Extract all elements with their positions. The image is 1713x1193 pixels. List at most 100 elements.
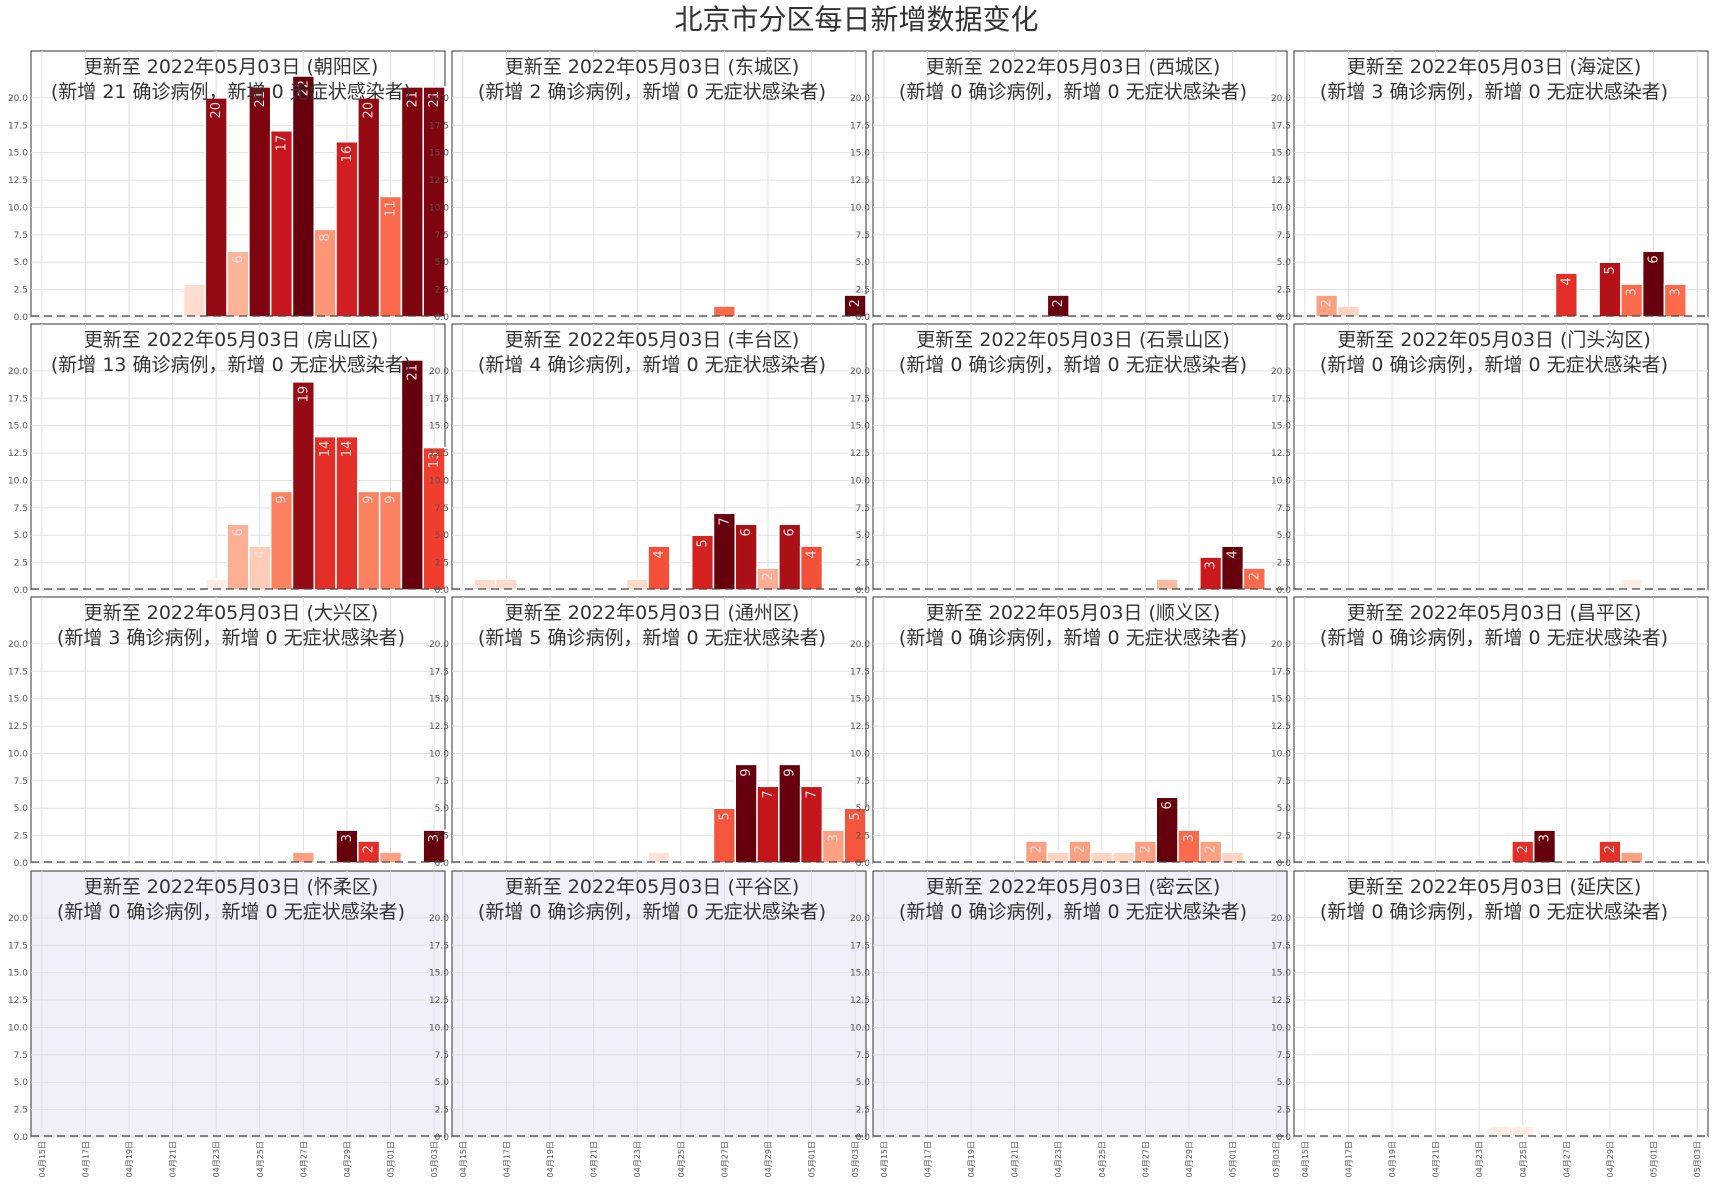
y-tick-label: 0.0 [856, 313, 871, 323]
y-tick-label: 7.5 [435, 504, 449, 514]
y-tick-label: 20.0 [429, 367, 449, 377]
x-tick-label: 04月17日 [81, 1141, 90, 1177]
bar-value-label: 9 [739, 768, 754, 776]
x-tick-label: 05月03日 [851, 1141, 860, 1177]
bar-value-label: 5 [848, 812, 863, 820]
y-tick-label: 5.0 [14, 1078, 29, 1088]
panel-title-line2: (新增 0 确诊病例，新增 0 无症状感染者) [899, 901, 1247, 923]
y-tick-label: 10.0 [850, 203, 870, 213]
x-tick-label: 05月01日 [808, 1141, 817, 1177]
y-tick-label: 10.0 [1271, 476, 1291, 486]
panel-title-line2: (新增 0 确诊病例，新增 0 无症状感染者) [57, 901, 405, 923]
bar-value-label: 2 [1204, 845, 1219, 853]
panel-title-line2: (新增 5 确诊病例，新增 0 无症状感染者) [478, 627, 826, 649]
bar [291, 851, 316, 864]
y-tick-label: 17.5 [8, 941, 28, 951]
panel-门头沟区: 0.0 2.5 5.0 7.5 10.0 12.5 15.0 17.5 20.0 更新至 2022… [1271, 323, 1709, 596]
bar [1620, 851, 1644, 864]
x-tick-label: 04月25日 [1519, 1141, 1528, 1177]
y-tick-label: 7.5 [1277, 504, 1291, 514]
panel-title-line1: 更新至 2022年05月03日 (平谷区) [505, 876, 800, 898]
y-tick-label: 17.5 [429, 941, 449, 951]
y-tick-label: 17.5 [1271, 394, 1291, 404]
bar [1111, 851, 1136, 864]
y-tick-label: 12.5 [8, 449, 28, 459]
bar [625, 578, 649, 591]
y-tick-label: 0.0 [1277, 586, 1292, 596]
y-tick-label: 10.0 [1271, 203, 1291, 213]
x-tick-label: 05月01日 [1650, 1141, 1659, 1177]
y-tick-label: 12.5 [1271, 722, 1291, 732]
y-tick-label: 17.5 [429, 394, 449, 404]
bar-value-label: 21 [405, 364, 420, 381]
y-tick-label: 12.5 [429, 996, 449, 1006]
y-tick-label: 12.5 [1271, 996, 1291, 1006]
bar [1663, 283, 1687, 318]
y-tick-label: 17.5 [850, 121, 870, 131]
bar-value-label: 7 [761, 790, 776, 798]
panel-frame [872, 596, 1288, 864]
y-tick-label: 15.0 [8, 695, 28, 705]
bar-value-label: 3 [427, 834, 442, 842]
bar [204, 97, 228, 318]
bar [1242, 567, 1266, 591]
y-tick-label: 20.0 [429, 640, 449, 650]
y-tick-label: 2.5 [1277, 286, 1291, 296]
chart-main-title: 北京市分区每日新增数据变化 [674, 3, 1039, 36]
y-tick-label: 20.0 [429, 914, 449, 924]
panel-延庆区: 0.0 2.5 5.0 7.5 10.0 12.5 15.0 17.5 20.0 更新至 2022… [1271, 870, 1709, 1177]
y-tick-label: 7.5 [856, 231, 870, 241]
bar-value-label: 20 [209, 102, 224, 119]
x-tick-label: 04月23日 [633, 1141, 642, 1177]
bar-value-label: 4 [253, 550, 268, 558]
y-tick-label: 10.0 [8, 1023, 28, 1033]
y-tick-label: 7.5 [435, 1051, 449, 1061]
bar [778, 763, 802, 864]
panel-frame [1293, 596, 1709, 864]
bar-value-label: 2 [1320, 299, 1335, 307]
bar-value-label: 2 [362, 845, 377, 853]
bar [473, 578, 497, 591]
x-tick-label: 04月19日 [546, 1141, 555, 1177]
panel-frame [872, 323, 1288, 591]
x-tick-label: 04月25日 [256, 1141, 265, 1177]
y-tick-label: 20.0 [850, 914, 870, 924]
panel-title-line1: 更新至 2022年05月03日 (房山区) [84, 329, 379, 351]
y-tick-label: 2.5 [856, 1106, 870, 1116]
x-tick-label: 04月17日 [1344, 1141, 1353, 1177]
y-tick-label: 2.5 [1277, 559, 1291, 569]
y-tick-label: 2.5 [14, 286, 28, 296]
x-tick-label: 04月15日 [1301, 1141, 1310, 1177]
y-tick-label: 10.0 [429, 749, 449, 759]
bar-value-label: 2 [1247, 572, 1262, 580]
x-tick-label: 04月19日 [1388, 1141, 1397, 1177]
bar-value-label: 3 [340, 834, 355, 842]
y-tick-label: 15.0 [850, 149, 870, 159]
panel-title-line1: 更新至 2022年05月03日 (东城区) [505, 56, 800, 78]
bar-value-label: 2 [1029, 845, 1044, 853]
bar-value-label: 11 [384, 201, 399, 218]
y-tick-label: 2.5 [435, 1106, 449, 1116]
x-tick-label: 04月23日 [212, 1141, 221, 1177]
y-tick-label: 5.0 [435, 804, 450, 814]
x-tick-label: 04月23日 [1054, 1141, 1063, 1177]
y-tick-label: 0.0 [14, 859, 29, 869]
panel-title-line2: (新增 0 确诊病例，新增 0 无症状感染者) [899, 627, 1247, 649]
x-tick-label: 04月19日 [125, 1141, 134, 1177]
bar-value-label: 3 [1625, 288, 1640, 296]
x-tick-label: 04月19日 [967, 1141, 976, 1177]
y-tick-label: 5.0 [435, 1078, 450, 1088]
bar-value-label: 6 [1647, 255, 1662, 263]
bar-value-label: 3 [1668, 288, 1683, 296]
y-tick-label: 17.5 [850, 941, 870, 951]
y-tick-label: 17.5 [1271, 941, 1291, 951]
y-tick-label: 10.0 [850, 1023, 870, 1033]
y-tick-label: 5.0 [1277, 1078, 1292, 1088]
y-tick-label: 7.5 [1277, 777, 1291, 787]
y-tick-label: 17.5 [8, 667, 28, 677]
x-tick-label: 05月03日 [1272, 1141, 1281, 1177]
bar [1220, 851, 1245, 864]
y-tick-label: 20.0 [850, 640, 870, 650]
